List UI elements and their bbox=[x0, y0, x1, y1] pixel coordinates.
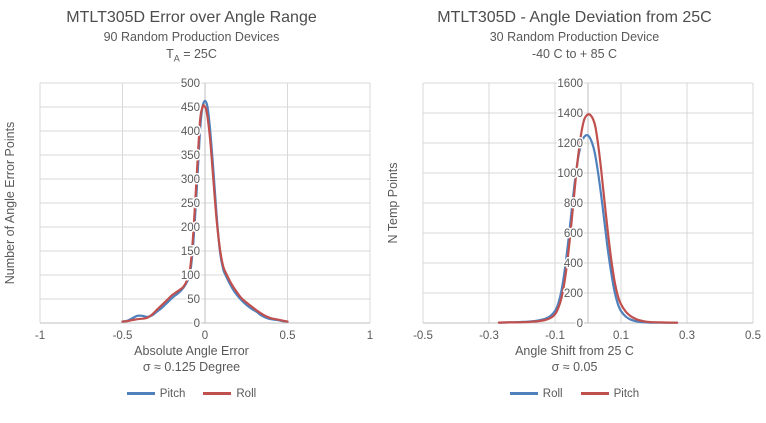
y-axis-title: N Temp Points bbox=[386, 162, 400, 243]
y-tick-label: 400 bbox=[181, 126, 200, 138]
chart-error-over-angle-range: MTLT305D Error over Angle Range 90 Rando… bbox=[3, 9, 373, 400]
legend: Roll Pitch bbox=[509, 387, 640, 400]
y-tick-label: 300 bbox=[181, 174, 200, 186]
condition-text: -40 C to + 85 C bbox=[531, 47, 618, 61]
x-axis-title: Absolute Angle Error bbox=[134, 343, 249, 358]
legend-line-swatch bbox=[126, 392, 155, 395]
y-tick-label: 0 bbox=[577, 318, 583, 330]
y-tick-label: 400 bbox=[564, 258, 583, 270]
legend-label: Pitch bbox=[613, 387, 640, 400]
y-tick-label: 1200 bbox=[557, 138, 583, 150]
y-tick-label: 1400 bbox=[557, 108, 583, 120]
y-axis-title: Number of Angle Error Points bbox=[3, 121, 17, 284]
y-tick-labels: 0 200 400 600 800 1000 1200 1400 1600 bbox=[556, 76, 585, 331]
x-tick-label: 0.1 bbox=[613, 330, 629, 342]
y-tick-label: 200 bbox=[564, 288, 583, 300]
x-tick-label: 0 bbox=[202, 330, 208, 342]
legend-item-roll: Roll bbox=[509, 387, 563, 400]
y-tick-label: 50 bbox=[187, 294, 200, 306]
legend-label: Pitch bbox=[159, 387, 186, 400]
sigma-note: σ ≈ 0.125 Degree bbox=[142, 359, 241, 374]
plot-area: 0 50 100 150 200 250 300 350 400 450 500 -1 -0.5 0 0.5… bbox=[3, 76, 373, 342]
x-tick-label: 1 bbox=[367, 330, 373, 342]
y-tick-label: 150 bbox=[181, 246, 200, 258]
y-tick-label: 350 bbox=[181, 150, 200, 162]
y-tick-label: 1600 bbox=[557, 78, 583, 90]
chart-title: MTLT305D - Angle Deviation from 25C bbox=[437, 9, 712, 26]
x-tick-label: -0.3 bbox=[479, 330, 499, 342]
chart-condition: TA = 25C bbox=[166, 46, 217, 67]
x-tick-labels: -0.5 -0.3 -0.1 0.1 0.3 0.5 bbox=[413, 330, 761, 342]
y-tick-label: 250 bbox=[181, 198, 200, 210]
x-tick-label: -0.5 bbox=[413, 330, 433, 342]
condition-text: T bbox=[166, 47, 174, 61]
legend: Pitch Roll bbox=[126, 387, 256, 400]
x-tick-label: -0.5 bbox=[113, 330, 133, 342]
series-line-pitch bbox=[497, 112, 679, 324]
y-tick-label: 0 bbox=[194, 318, 200, 330]
chart-title: MTLT305D Error over Angle Range bbox=[66, 9, 317, 26]
y-tick-label: 450 bbox=[181, 102, 200, 114]
condition-subscript: A bbox=[173, 53, 180, 64]
y-tick-label: 800 bbox=[564, 198, 583, 210]
chart-subtitle: 30 Random Production Device bbox=[489, 30, 660, 44]
legend-line-swatch bbox=[509, 392, 538, 395]
y-tick-label: 200 bbox=[181, 222, 200, 234]
chart-angle-deviation-from-25c: MTLT305D - Angle Deviation from 25C 30 R… bbox=[383, 0, 766, 423]
chart-condition: -40 C to + 85 C bbox=[532, 46, 617, 67]
condition-text-rest: = 25C bbox=[179, 47, 217, 61]
x-tick-label: 0.5 bbox=[280, 330, 296, 342]
legend-line-swatch bbox=[203, 392, 232, 395]
sigma-note: σ ≈ 0.05 bbox=[551, 359, 598, 374]
legend-label: Roll bbox=[542, 387, 563, 400]
y-tick-label: 600 bbox=[564, 228, 583, 240]
legend-line-swatch bbox=[580, 392, 609, 395]
chart-subtitle: 90 Random Production Devices bbox=[103, 30, 280, 44]
x-tick-label: 0.3 bbox=[679, 330, 695, 342]
x-tick-label: 0.5 bbox=[745, 330, 761, 342]
x-axis-title: Angle Shift from 25 C bbox=[515, 343, 634, 358]
legend-item-roll: Roll bbox=[203, 388, 256, 400]
series-line-roll bbox=[497, 133, 679, 324]
y-tick-label: 100 bbox=[181, 270, 200, 282]
x-tick-label: -1 bbox=[35, 330, 45, 342]
series-line-roll bbox=[121, 103, 289, 323]
legend-item-pitch: Pitch bbox=[580, 387, 640, 400]
legend-item-pitch: Pitch bbox=[126, 387, 186, 400]
series-line-pitch bbox=[121, 99, 289, 323]
legend-label: Roll bbox=[236, 387, 257, 400]
y-tick-label: 500 bbox=[181, 78, 200, 90]
y-tick-label: 1000 bbox=[557, 168, 583, 180]
x-tick-labels: -1 -0.5 0 0.5 1 bbox=[35, 330, 373, 342]
x-tick-label: -0.1 bbox=[545, 330, 565, 342]
y-tick-labels: 0 50 100 150 200 250 300 350 400 450 500 bbox=[179, 76, 201, 331]
